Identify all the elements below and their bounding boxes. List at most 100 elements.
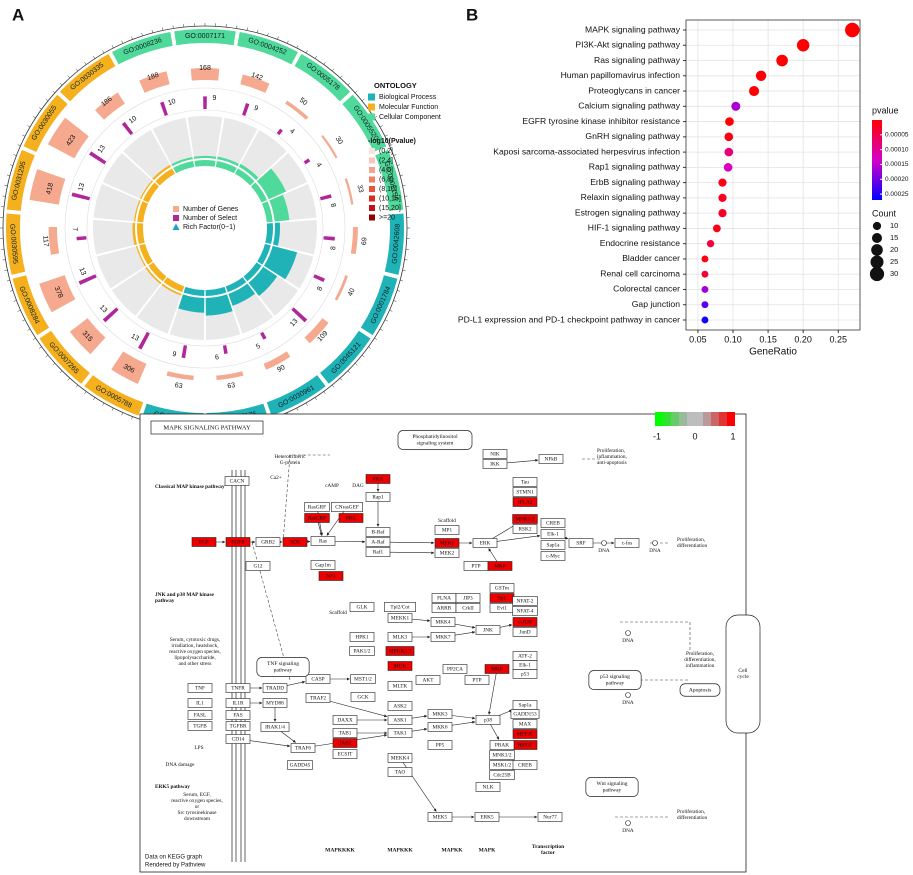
inner-band (262, 201, 273, 223)
pathway-diagram: MAPK SIGNALING PATHWAY -1 0 1 CACN EGF EGFR GRB… (139, 412, 761, 873)
color-key-label: -1 (653, 431, 661, 441)
rich-bar (273, 222, 281, 246)
color-key-cell (671, 412, 679, 426)
ring-tick (131, 36, 133, 40)
gene-node-label: SOS (290, 540, 300, 546)
ontology-key (368, 113, 375, 121)
ring-tick (400, 174, 404, 176)
gene-node-label: IKK (490, 462, 500, 468)
gene-node-label: IL1R (232, 701, 244, 707)
color-key-cell (703, 412, 711, 426)
link-box (725, 614, 761, 734)
ring-tick (121, 40, 124, 44)
dot (718, 193, 727, 203)
gene-node (489, 770, 515, 780)
ontology-label: Molecular Function (379, 104, 438, 111)
gene-node-label: PTP (471, 564, 480, 570)
rich-background (187, 116, 223, 159)
pathway-text: ERK5 pathway (155, 784, 190, 790)
pathway-text-line: Proliferation, (597, 447, 625, 454)
pathway-text-line: Proliferation, (677, 536, 705, 543)
gene-node (455, 603, 481, 613)
y-tick-label: Gap junction (632, 299, 680, 309)
gene-node (538, 454, 564, 464)
gene-node-label: HSP27 (517, 743, 532, 749)
pvalue-label: (6,8] (379, 176, 393, 183)
ring-tick (402, 185, 406, 187)
pathway-text-line: anti-apoptosis (597, 460, 627, 466)
link-label: p53 signaling pathway (600, 674, 630, 687)
gene-node-label: MKK4 (435, 620, 450, 626)
pathway-text: LPS (194, 745, 203, 751)
gene-node-label: NLK (483, 785, 494, 791)
size-key (871, 232, 883, 244)
ring-tick (286, 40, 289, 44)
pathway-text-line: inflammation, (597, 453, 627, 460)
gene-node-label: ERK5 (480, 815, 494, 821)
gene-label: 63 (227, 382, 236, 390)
gene-node-label: MEKK4 (391, 756, 410, 762)
ring-tick (59, 82, 63, 86)
select-bar (319, 194, 332, 201)
rich-background (93, 219, 137, 255)
pathway-text-line: Heterotrimeric (274, 454, 306, 460)
term-band (39, 330, 90, 384)
pathway-text-line: downstream (184, 816, 211, 822)
gene-node-label: FASL (194, 713, 207, 719)
inner-band (137, 223, 145, 245)
ring-tick (384, 134, 388, 137)
link-label-line: signaling system (417, 441, 455, 447)
rich-background (273, 219, 318, 255)
gene-bar (39, 275, 76, 313)
ring-tick (67, 377, 71, 381)
select-label: 10 (128, 115, 139, 125)
dot (724, 132, 734, 142)
gene-node-label: CACN (230, 479, 245, 485)
size-label: 30 (890, 269, 898, 278)
ring-tick (277, 36, 279, 40)
gene-node (512, 514, 538, 524)
gene-node-label: PKC (346, 516, 357, 522)
gene-node-label: MKK7 (435, 635, 450, 641)
gene-bar (240, 74, 270, 93)
select-label: 13 (97, 144, 107, 154)
gene-node-label: GRB2 (261, 540, 275, 546)
term-band (320, 330, 371, 384)
inner-band (173, 161, 195, 174)
gene-node (442, 664, 468, 674)
gene-node-label: A-Raf (371, 539, 384, 546)
gene-node (415, 675, 441, 685)
pvalue-key (369, 167, 375, 173)
pathway-title: MAPK SIGNALING PATHWAY (163, 424, 251, 431)
term-band (6, 149, 35, 211)
gene-node (489, 583, 515, 593)
gene-node-label: DAXX (337, 718, 352, 724)
gene-node-label: PP5 (436, 743, 445, 749)
ring-tick (314, 55, 317, 59)
gene-node-label: FLNA (437, 596, 451, 602)
pvalue-key (369, 205, 375, 211)
term-band (237, 32, 298, 65)
ring-tick (93, 55, 96, 59)
gene-node-label: MUK (394, 664, 407, 670)
ontology-label: Cellular Component (379, 114, 441, 121)
ring-tick (347, 82, 351, 86)
gene-node (365, 527, 391, 537)
gene-node-label: CrkII (462, 606, 474, 612)
term-band (59, 53, 116, 102)
ring-tick (45, 98, 49, 102)
gene-node (427, 812, 453, 822)
ring-tick (84, 391, 87, 394)
gene-label: 418 (45, 182, 55, 195)
gene-node (512, 487, 538, 497)
gene-node-label: CD14 (232, 737, 245, 743)
color-key-label: 1 (730, 431, 735, 441)
ring-tick (379, 328, 383, 331)
gene-node (387, 728, 413, 738)
select-bar (71, 192, 91, 201)
gene-node-label: MKK6 (432, 725, 447, 731)
link-box (585, 777, 639, 797)
gene-bar (190, 68, 220, 81)
ontology-title: ONTOLOGY (374, 81, 417, 90)
link-label-line: p53 signaling (600, 674, 630, 680)
